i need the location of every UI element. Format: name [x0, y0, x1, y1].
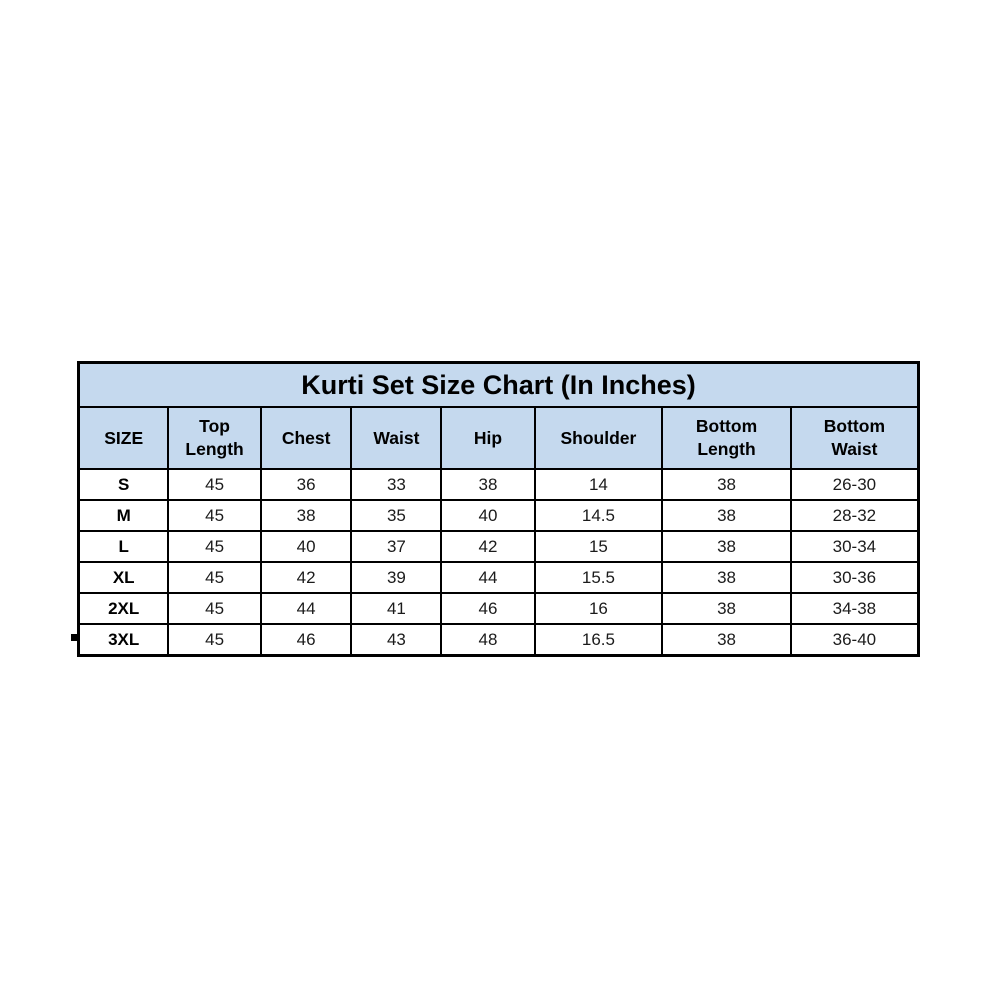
value-cell: 38 [661, 592, 792, 625]
column-header-chest: Chest [259, 406, 353, 470]
table-header-row: SIZE Top Length Chest Waist Hip Shoulder… [77, 406, 920, 470]
size-label: 2XL [77, 592, 170, 625]
value-cell: 16.5 [533, 623, 664, 657]
column-header-hip: Hip [440, 406, 536, 470]
value-cell: 42 [440, 530, 536, 563]
column-header-waist: Waist [350, 406, 443, 470]
column-header-size: SIZE [77, 406, 170, 470]
value-cell: 35 [350, 499, 443, 532]
value-cell: 43 [350, 623, 443, 657]
table-row-xl: XL 45 42 39 44 15.5 38 30-36 [77, 561, 920, 594]
size-label: 3XL [77, 623, 170, 657]
table-row-m: M 45 38 35 40 14.5 38 28-32 [77, 499, 920, 532]
value-cell: 38 [440, 468, 536, 501]
column-header-bottom-waist: Bottom Waist [789, 406, 920, 470]
value-cell: 45 [167, 530, 262, 563]
value-cell: 40 [440, 499, 536, 532]
value-cell: 39 [350, 561, 443, 594]
value-cell: 36 [259, 468, 353, 501]
value-cell: 44 [440, 561, 536, 594]
value-cell: 26-30 [789, 468, 920, 501]
value-cell: 45 [167, 592, 262, 625]
size-chart-table: Kurti Set Size Chart (In Inches) SIZE To… [77, 361, 920, 657]
table-title-row: Kurti Set Size Chart (In Inches) [77, 361, 920, 408]
table-row-l: L 45 40 37 42 15 38 30-34 [77, 530, 920, 563]
value-cell: 41 [350, 592, 443, 625]
value-cell: 38 [661, 561, 792, 594]
value-cell: 45 [167, 561, 262, 594]
value-cell: 30-36 [789, 561, 920, 594]
table-corner-mark [71, 634, 79, 641]
value-cell: 45 [167, 499, 262, 532]
value-cell: 44 [259, 592, 353, 625]
value-cell: 33 [350, 468, 443, 501]
column-header-top-length: Top Length [167, 406, 262, 470]
value-cell: 16 [533, 592, 664, 625]
value-cell: 46 [259, 623, 353, 657]
size-label: L [77, 530, 170, 563]
value-cell: 38 [259, 499, 353, 532]
value-cell: 38 [661, 530, 792, 563]
value-cell: 48 [440, 623, 536, 657]
value-cell: 36-40 [789, 623, 920, 657]
table-row-3xl: 3XL 45 46 43 48 16.5 38 36-40 [77, 623, 920, 657]
column-header-shoulder: Shoulder [533, 406, 664, 470]
size-label: XL [77, 561, 170, 594]
value-cell: 15 [533, 530, 664, 563]
value-cell: 45 [167, 623, 262, 657]
value-cell: 28-32 [789, 499, 920, 532]
value-cell: 34-38 [789, 592, 920, 625]
value-cell: 40 [259, 530, 353, 563]
size-label: M [77, 499, 170, 532]
column-header-bottom-length: Bottom Length [661, 406, 792, 470]
value-cell: 38 [661, 468, 792, 501]
value-cell: 14.5 [533, 499, 664, 532]
value-cell: 37 [350, 530, 443, 563]
size-label: S [77, 468, 170, 501]
table-row-2xl: 2XL 45 44 41 46 16 38 34-38 [77, 592, 920, 625]
value-cell: 30-34 [789, 530, 920, 563]
value-cell: 14 [533, 468, 664, 501]
value-cell: 38 [661, 623, 792, 657]
table-row-s: S 45 36 33 38 14 38 26-30 [77, 468, 920, 501]
value-cell: 42 [259, 561, 353, 594]
table-title: Kurti Set Size Chart (In Inches) [77, 361, 920, 408]
value-cell: 38 [661, 499, 792, 532]
value-cell: 46 [440, 592, 536, 625]
value-cell: 45 [167, 468, 262, 501]
value-cell: 15.5 [533, 561, 664, 594]
